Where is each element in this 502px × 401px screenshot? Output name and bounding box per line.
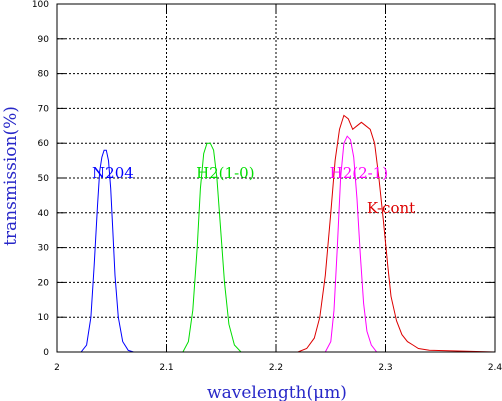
y-tick-label: 90 — [38, 35, 50, 45]
y-tick-label: 30 — [38, 244, 50, 254]
y-tick-label: 20 — [38, 278, 50, 288]
y-tick-label: 60 — [38, 139, 50, 149]
y-tick-label: 70 — [38, 104, 50, 114]
y-tick-label: 50 — [38, 174, 50, 184]
y-tick-label: 10 — [38, 313, 50, 323]
y-tick-label: 40 — [38, 209, 50, 219]
series-label-k-cont: K-cont — [367, 199, 415, 217]
x-tick-label: 2.2 — [269, 363, 283, 373]
series-label-h2-1-0: H2(1-0) — [196, 164, 254, 182]
y-axis-title: transmission(%) — [1, 106, 21, 246]
series-line-n204 — [57, 149, 495, 353]
x-axis-title: wavelength(μm) — [207, 383, 347, 401]
series-line-h2-1-0 — [57, 142, 495, 353]
x-tick-label: 2.3 — [378, 363, 392, 373]
y-tick-label: 80 — [38, 70, 50, 80]
y-tick-label: 0 — [43, 348, 49, 358]
y-tick-label: 100 — [32, 0, 49, 10]
axis-ticks: 2 2.1 2.2 2.3 2.4 0 10 20 30 40 50 60 70 80 90 100 — [32, 0, 502, 373]
x-tick-label: 2.4 — [488, 363, 502, 373]
series-labels: N204 H2(1-0) H2(2-1) K-cont — [92, 164, 415, 217]
series-group — [57, 114, 496, 353]
series-line-k-cont — [57, 114, 496, 353]
x-tick-label: 2.1 — [159, 363, 173, 373]
x-tick-label: 2 — [54, 363, 60, 373]
series-line-h2-2-1 — [57, 135, 495, 353]
series-label-n204: N204 — [92, 164, 134, 182]
series-label-h2-2-1: H2(2-1) — [330, 164, 388, 182]
grid — [57, 4, 495, 352]
